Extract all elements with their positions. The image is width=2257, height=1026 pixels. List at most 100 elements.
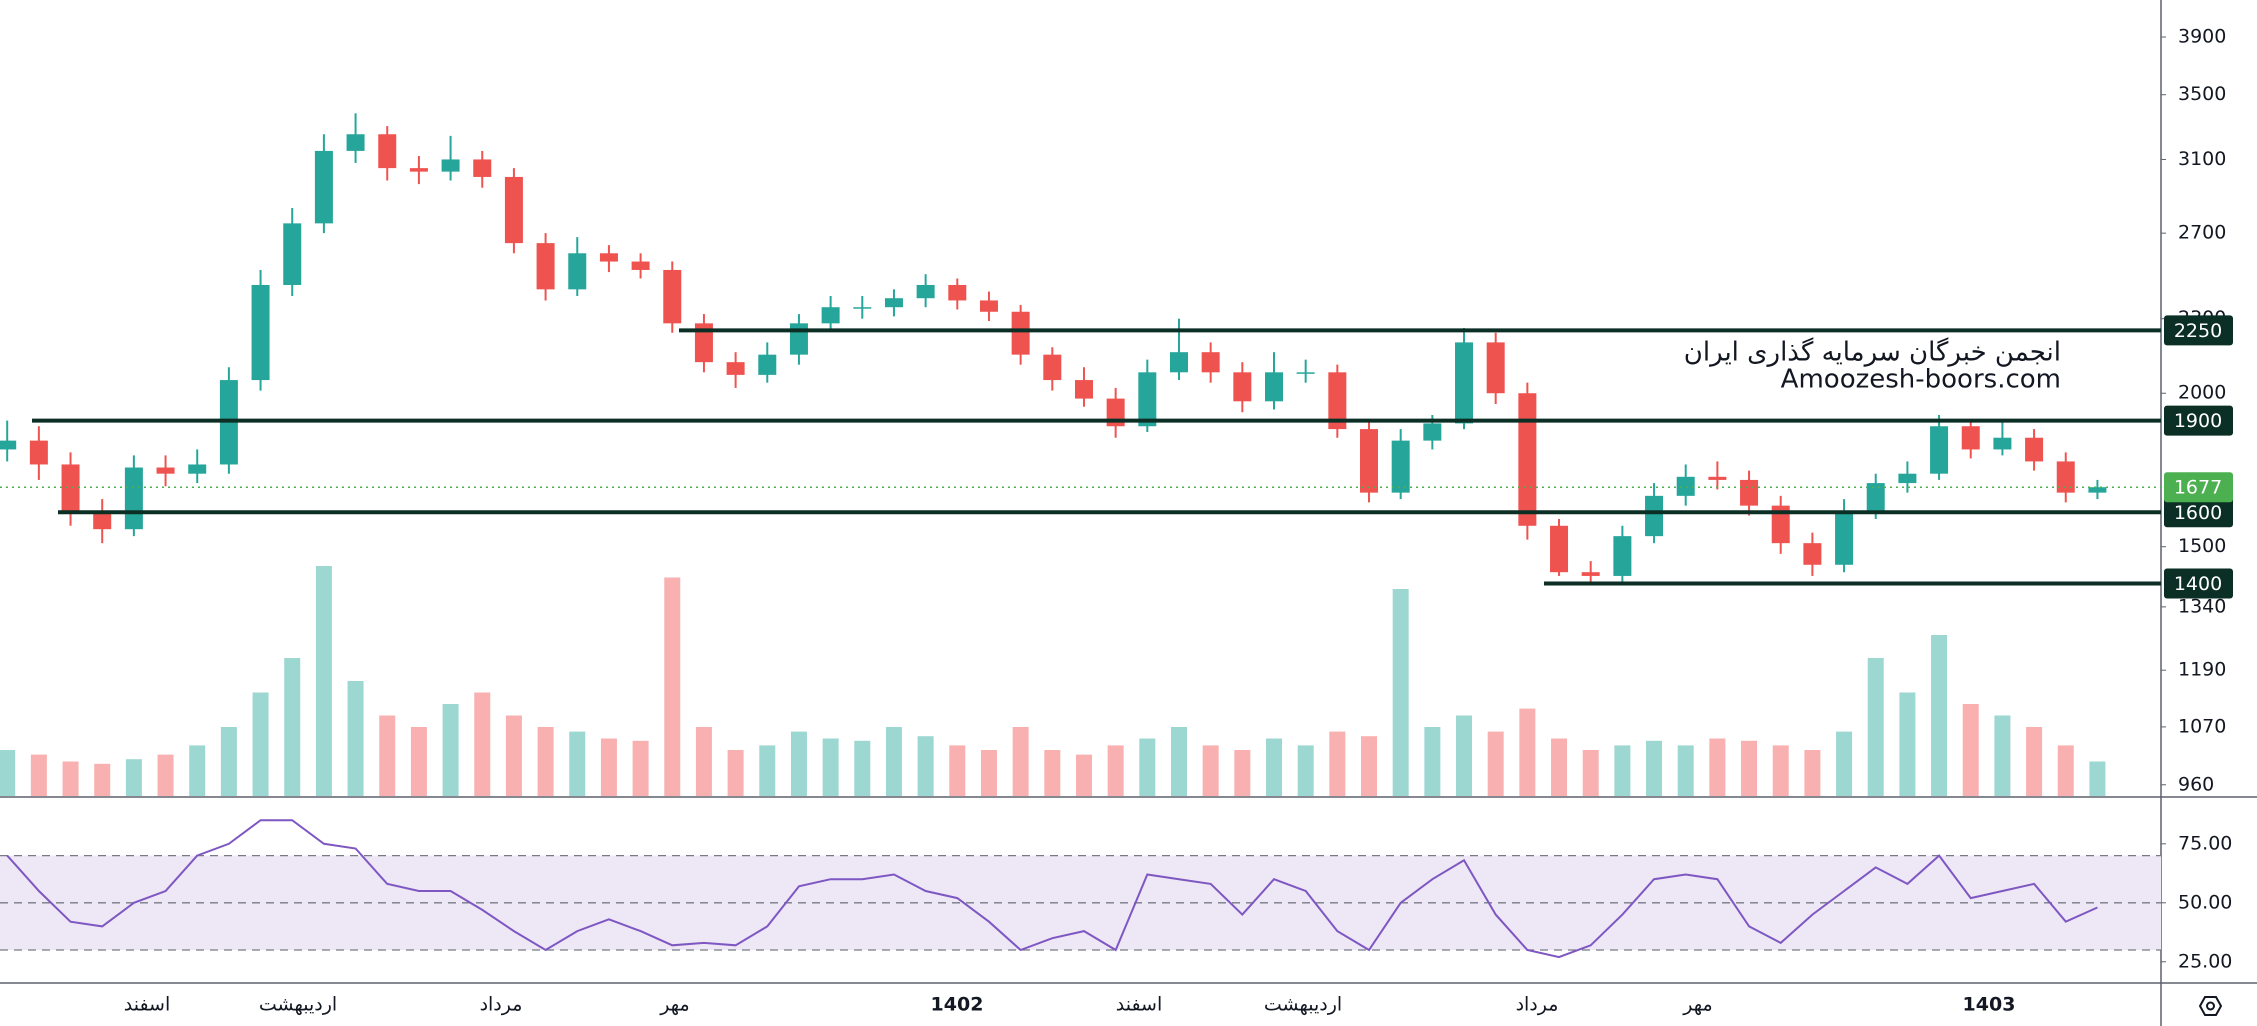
volume-bar bbox=[1329, 731, 1346, 796]
volume-bar bbox=[759, 745, 776, 796]
time-label: مهر bbox=[659, 994, 689, 1016]
time-label: مرداد bbox=[1516, 994, 1559, 1016]
candle-body bbox=[61, 464, 80, 513]
candle-body bbox=[536, 243, 555, 290]
level-label: 1400 bbox=[2174, 573, 2222, 595]
volume-bar bbox=[1266, 738, 1282, 796]
volume-bar bbox=[1012, 727, 1029, 796]
candle-body bbox=[726, 362, 745, 375]
candle-body bbox=[441, 159, 460, 172]
candle-body bbox=[1360, 429, 1379, 493]
level-label-box bbox=[2164, 405, 2233, 436]
candle-body bbox=[853, 307, 872, 309]
settings-icon[interactable] bbox=[2198, 996, 2223, 1016]
volume-bar bbox=[537, 727, 554, 796]
volume-bar bbox=[410, 727, 427, 796]
candle-body bbox=[663, 269, 682, 324]
candle-body bbox=[2088, 487, 2107, 493]
level-label-box bbox=[2164, 315, 2233, 346]
volume-bar bbox=[1931, 635, 1948, 796]
volume-bar bbox=[442, 704, 459, 796]
volume-bar bbox=[1804, 750, 1821, 796]
candle-body bbox=[916, 284, 935, 299]
volume-bar bbox=[94, 763, 111, 796]
time-label: 1403 bbox=[1963, 994, 2016, 1016]
candle-body bbox=[188, 464, 207, 474]
volume-bar bbox=[1709, 738, 1726, 796]
volume-bar bbox=[1361, 736, 1378, 796]
level-label-box bbox=[2164, 497, 2233, 528]
volume-bar bbox=[1170, 727, 1187, 796]
candle-body bbox=[1518, 393, 1537, 526]
volume-bar bbox=[2057, 745, 2074, 796]
volume-bar bbox=[1867, 658, 1884, 796]
volume-bar bbox=[790, 731, 807, 796]
time-label: مرداد bbox=[480, 994, 523, 1016]
watermark: Amoozesh-boors.com bbox=[1781, 365, 2061, 395]
rsi-y-tick-label: 75.00 bbox=[2178, 832, 2232, 854]
candle-body bbox=[1708, 476, 1727, 480]
volume-bar bbox=[1487, 731, 1504, 796]
candle-body bbox=[1676, 476, 1695, 496]
volume-bar bbox=[125, 759, 142, 796]
volume-bar bbox=[505, 715, 522, 796]
candle-body bbox=[1486, 342, 1505, 394]
candle-body bbox=[758, 354, 777, 375]
volume-bar bbox=[1456, 715, 1473, 796]
volume-bar bbox=[980, 750, 997, 796]
volume-bar bbox=[1297, 745, 1314, 796]
candle-body bbox=[1550, 525, 1569, 573]
candle-body bbox=[93, 512, 112, 530]
candle-body bbox=[314, 150, 333, 224]
time-label: اسفند bbox=[124, 994, 171, 1016]
candle-body bbox=[251, 284, 270, 381]
y-tick-label: 2000 bbox=[2178, 382, 2226, 404]
volume-bar bbox=[30, 754, 47, 796]
candle-body bbox=[2056, 461, 2075, 493]
y-tick-label: 1190 bbox=[2178, 659, 2226, 681]
time-label: اردیبهشت bbox=[259, 994, 337, 1016]
candle-body bbox=[283, 223, 302, 285]
time-label: اردیبهشت bbox=[1264, 994, 1342, 1016]
candle-body bbox=[409, 168, 428, 172]
candle-body bbox=[1233, 372, 1252, 402]
candle-body bbox=[1961, 426, 1980, 450]
volume-bar bbox=[1234, 750, 1251, 796]
volume-bar bbox=[1614, 745, 1631, 796]
candle-body bbox=[1993, 437, 2012, 450]
candle-body bbox=[1898, 473, 1917, 484]
volume-bar bbox=[1424, 727, 1441, 796]
volume-bar bbox=[157, 754, 174, 796]
level-label: 2250 bbox=[2174, 320, 2222, 342]
volume-bar bbox=[695, 727, 712, 796]
volume-bar bbox=[632, 740, 649, 796]
candle-body bbox=[0, 440, 17, 450]
candle-body bbox=[1930, 426, 1949, 474]
time-label: مهر bbox=[1682, 994, 1712, 1016]
settings-icon-dot[interactable] bbox=[2206, 1001, 2215, 1011]
volume-bar bbox=[347, 681, 364, 796]
volume-bar bbox=[1646, 740, 1663, 796]
volume-bar bbox=[220, 727, 237, 796]
level-label: 1900 bbox=[2174, 410, 2222, 432]
volume-bar bbox=[0, 750, 16, 796]
candle-body bbox=[1803, 543, 1822, 565]
y-tick-label: 2700 bbox=[2178, 222, 2226, 244]
candle-body bbox=[1423, 423, 1442, 441]
level-label: 1600 bbox=[2174, 502, 2222, 524]
volume-bar bbox=[569, 731, 586, 796]
volume-bar bbox=[1677, 745, 1694, 796]
volume-bar bbox=[1392, 589, 1409, 796]
candle-body bbox=[346, 134, 365, 151]
settings-icon-shape[interactable] bbox=[2198, 996, 2223, 1016]
rsi-y-tick-label: 25.00 bbox=[2178, 950, 2232, 972]
watermark: انجمن خبرگان سرمایه گذاری ایران bbox=[1684, 337, 2061, 368]
candle-body bbox=[1265, 372, 1283, 402]
y-tick-label: 1070 bbox=[2178, 715, 2226, 737]
time-label: 1402 bbox=[931, 994, 984, 1016]
volume-bar bbox=[1962, 704, 1979, 796]
volume-bar bbox=[917, 736, 934, 796]
candle-body bbox=[1645, 495, 1664, 537]
candle-body bbox=[378, 134, 397, 169]
